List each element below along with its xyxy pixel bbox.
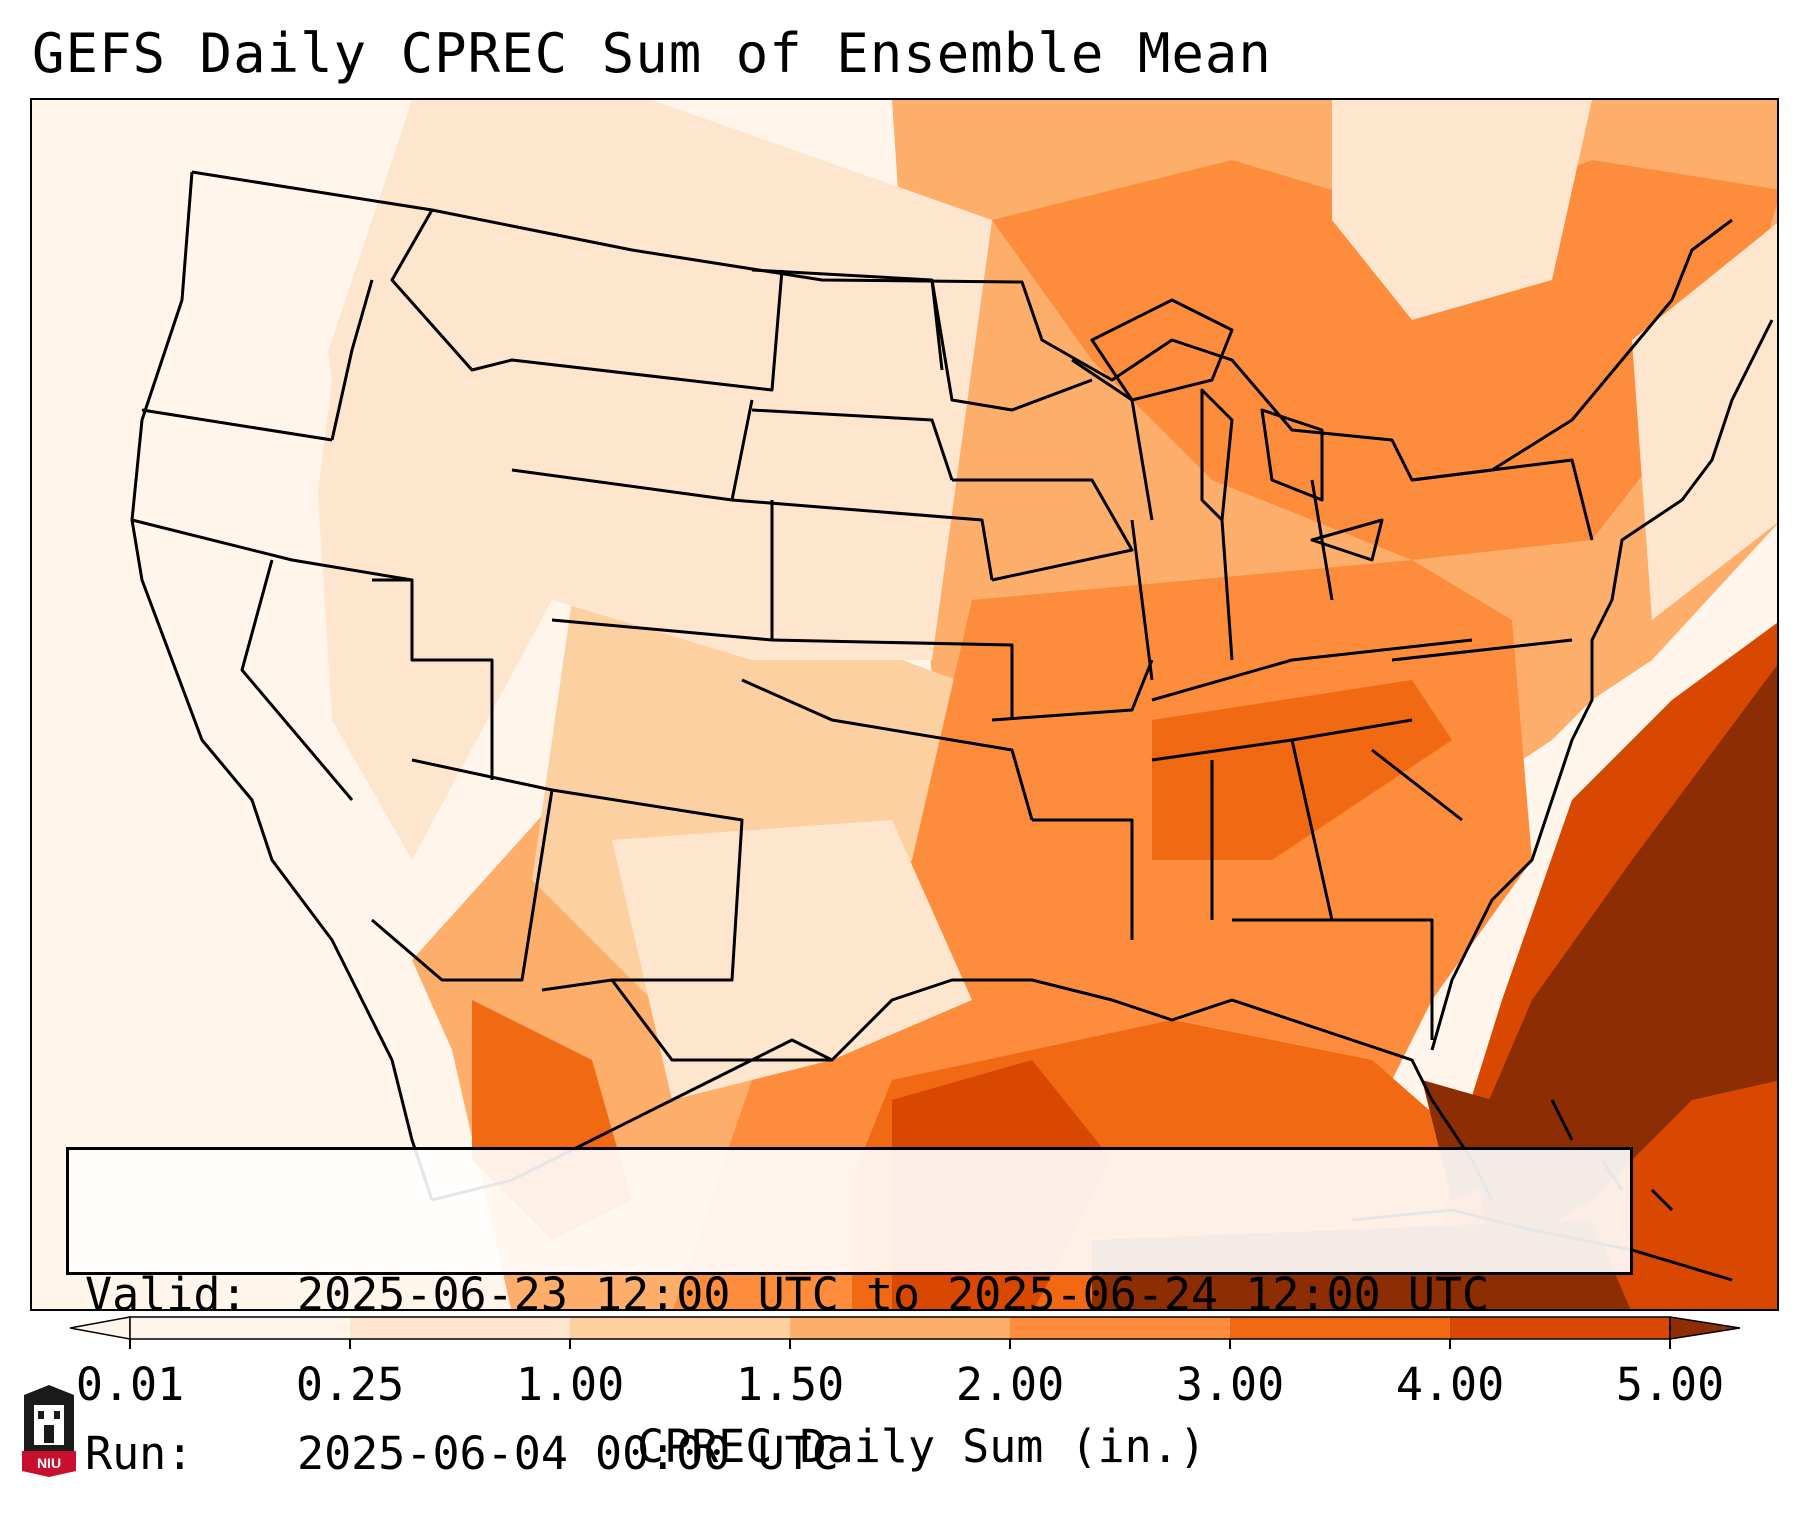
pa-ny-border	[1411, 458, 1594, 541]
colorbar	[70, 1316, 1740, 1349]
lake-huron	[1260, 408, 1324, 502]
nm-border	[541, 788, 744, 992]
in-oh-border	[1220, 519, 1234, 661]
colorbar-label: CPREC Daily Sum (in.)	[637, 1420, 1206, 1473]
az-border	[371, 758, 554, 982]
mn-border	[930, 279, 1093, 412]
colorbar-tick-label: 0.25	[295, 1358, 405, 1411]
chart-title: GEFS Daily CPREC Sum of Ensemble Mean	[32, 22, 1272, 85]
mo-ar-border	[991, 659, 1154, 722]
logo-banner	[22, 1451, 76, 1477]
lake-superior	[1090, 298, 1234, 402]
colorbar-segment	[130, 1317, 351, 1339]
ky-tn-border	[1151, 638, 1473, 702]
id-border	[330, 279, 374, 441]
colorbar-segment	[790, 1317, 1011, 1339]
colorbar-tick-label: 5.00	[1615, 1358, 1725, 1411]
ok-tx-border	[741, 678, 1034, 821]
field-pacific-dry	[32, 100, 452, 1309]
colorbar-outline	[129, 1316, 1671, 1340]
or-ca-nv-border	[131, 518, 413, 582]
political-borders	[130, 170, 1774, 1282]
field-atlantic-max	[1472, 665, 1777, 1260]
gulf-coastline	[431, 978, 1494, 1202]
field-north-orange	[992, 160, 1777, 560]
colorbar-segment	[1230, 1317, 1451, 1339]
field-west-light	[312, 100, 992, 860]
ne-ks-border	[731, 498, 994, 581]
oh-pa-border	[1310, 479, 1334, 601]
colorbar-tick-label: 3.00	[1175, 1358, 1285, 1411]
mt-wy-border	[390, 209, 784, 392]
colorbar-segments	[70, 1316, 1740, 1340]
east-coastline	[1430, 319, 1774, 1051]
field-hudson-light	[1332, 100, 1592, 320]
colorbar-tick-label: 0.01	[75, 1358, 185, 1411]
tx-border	[610, 979, 833, 1062]
lake-erie	[1310, 518, 1384, 562]
il-in-border	[1130, 519, 1154, 681]
colorbar-under-arrow	[70, 1316, 131, 1340]
field-texas-light	[612, 820, 972, 1100]
al-ga-border	[1290, 739, 1334, 921]
valid-value: 2025-06-23 12:00 UTC to 2025-06-24 12:00…	[297, 1268, 1490, 1321]
ks-ok-border	[771, 638, 1014, 720]
nv-border	[240, 559, 354, 801]
ar-la-border	[1032, 818, 1134, 940]
valid-label: Valid:	[85, 1268, 248, 1321]
lake-michigan	[1200, 388, 1234, 522]
colorbar-segment	[570, 1317, 791, 1339]
west-coastline	[130, 171, 434, 1201]
colorbar-segment	[350, 1317, 571, 1339]
colorbar-tick-label: 2.00	[955, 1358, 1065, 1411]
logo-text: NIU	[37, 1455, 61, 1471]
colorbar-tick-label: 4.00	[1395, 1358, 1505, 1411]
run-value: 2025-06-04 00:00 UTC	[297, 1427, 839, 1480]
ga-sc-border	[1371, 748, 1463, 822]
fl-border	[1232, 918, 1434, 1040]
ia-mo-border	[952, 478, 1134, 582]
colorbar-segment	[1010, 1317, 1231, 1339]
va-nc-border	[1391, 638, 1573, 662]
colorbar-tick-label: 1.50	[735, 1358, 845, 1411]
wa-or-border	[141, 408, 333, 442]
niu-logo: NIU	[22, 1385, 76, 1477]
field-new-england-light	[1632, 223, 1777, 620]
run-row: Run: 2025-06-04 00:00 UTC	[85, 1427, 1614, 1480]
colorbar-tick-label: 1.00	[515, 1358, 625, 1411]
run-label: Run:	[85, 1427, 194, 1480]
valid-row: Valid: 2025-06-23 12:00 UTC to 2025-06-2…	[85, 1268, 1614, 1321]
ut-border	[372, 578, 494, 780]
canada-border	[191, 170, 1733, 482]
colorbar-segment	[1450, 1317, 1671, 1339]
colorbar-ticks	[129, 1339, 1671, 1349]
precipitation-map	[30, 98, 1779, 1311]
sd-ne-border	[751, 408, 954, 481]
map-canvas	[32, 100, 1777, 1309]
colorbar-over-arrow	[1669, 1316, 1740, 1340]
valid-run-infobox: Valid: 2025-06-23 12:00 UTC to 2025-06-2…	[66, 1147, 1633, 1480]
